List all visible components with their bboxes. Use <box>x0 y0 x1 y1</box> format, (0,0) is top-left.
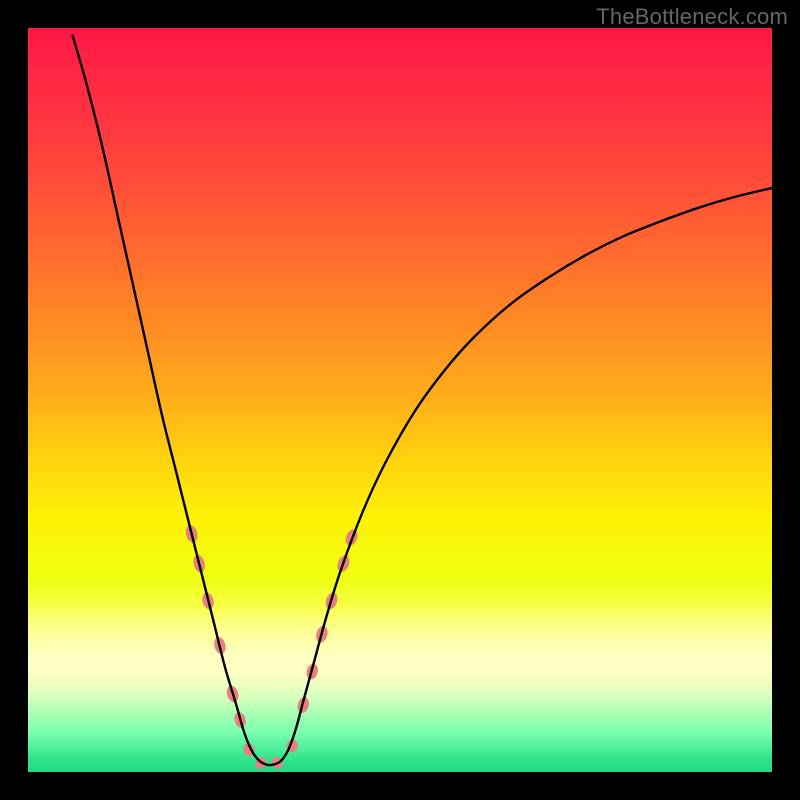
markers-layer <box>184 524 360 771</box>
chart-frame <box>28 28 772 772</box>
bottleneck-curve <box>73 35 772 765</box>
watermark-text: TheBottleneck.com <box>596 4 788 30</box>
chart-svg <box>28 28 772 772</box>
